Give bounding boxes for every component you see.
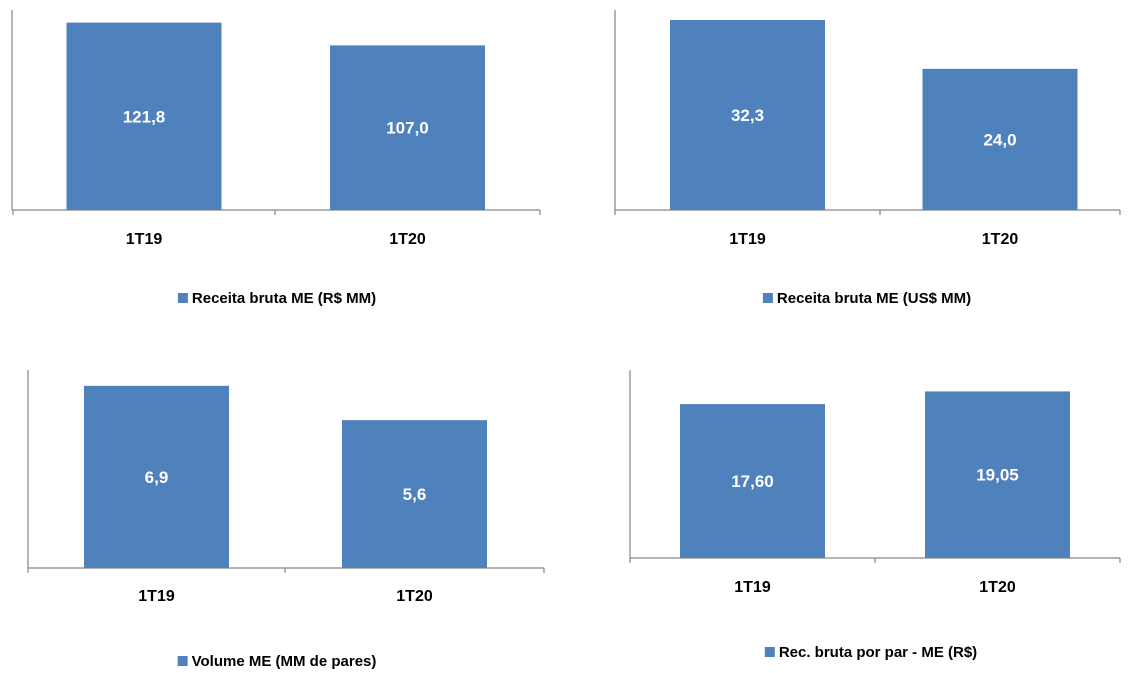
data-label: 24,0	[983, 130, 1016, 149]
bar	[925, 391, 1070, 558]
bar	[66, 22, 222, 210]
legend-swatch	[177, 656, 188, 666]
legend-label: Rec. bruta por par - ME (R$)	[779, 644, 977, 661]
data-label: 32,3	[731, 106, 764, 125]
legend-swatch	[762, 293, 773, 303]
bar	[84, 385, 229, 568]
x-tick-label: 1T19	[138, 588, 175, 605]
data-label: 107,0	[386, 119, 429, 138]
legend-swatch	[177, 293, 188, 303]
x-tick-label: 1T20	[389, 231, 426, 248]
x-tick-label: 1T19	[126, 231, 163, 248]
data-label: 6,9	[145, 468, 169, 487]
bar	[670, 20, 825, 210]
x-tick-label: 1T20	[982, 231, 1019, 248]
legend-label: Volume ME (MM de pares)	[192, 653, 377, 670]
bar	[680, 404, 825, 558]
x-tick-label: 1T20	[979, 579, 1016, 596]
data-label: 19,05	[976, 466, 1019, 485]
bar	[342, 420, 487, 568]
bar	[330, 45, 485, 211]
x-tick-label: 1T20	[396, 588, 433, 605]
data-label: 17,60	[731, 472, 774, 491]
x-tick-label: 1T19	[729, 231, 766, 248]
legend-swatch	[764, 647, 775, 657]
legend-label: Receita bruta ME (US$ MM)	[777, 290, 971, 307]
legend-label: Receita bruta ME (R$ MM)	[192, 290, 376, 307]
x-tick-label: 1T19	[734, 579, 771, 596]
data-label: 5,6	[403, 485, 427, 504]
bar	[922, 68, 1078, 210]
data-label: 121,8	[123, 107, 166, 126]
